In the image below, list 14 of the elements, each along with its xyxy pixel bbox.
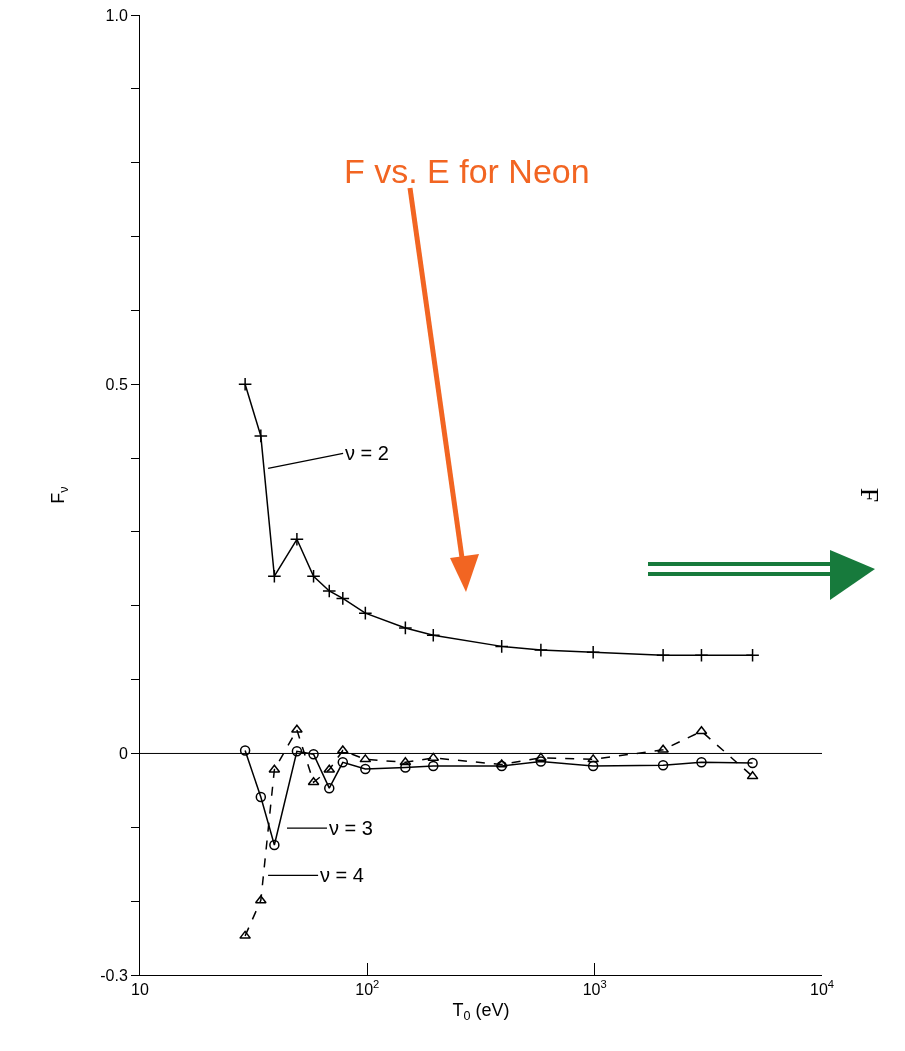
annotation: ν = 2 (345, 442, 389, 464)
x-tick-label: 10 (131, 981, 149, 999)
x-tick-label: 10$^{4}$ (809, 978, 835, 999)
y-tick-label: 1.0 (105, 6, 128, 24)
text: F (855, 487, 885, 503)
annotation: ν = 4 (320, 864, 364, 886)
x-tick-label: 10$^{3}$ (582, 978, 607, 999)
x-tick-label: 10$^{2}$ (355, 978, 380, 999)
y-tick-label: 0.5 (105, 375, 128, 393)
y-tick-label: 0 (118, 745, 128, 763)
annotation: ν = 3 (329, 817, 373, 839)
x-axis-title: T$_{0}$ (eV) (452, 1000, 510, 1024)
y-tick-label: -0.3 (100, 966, 128, 984)
annotation: F vs. E for Neon (344, 152, 590, 190)
